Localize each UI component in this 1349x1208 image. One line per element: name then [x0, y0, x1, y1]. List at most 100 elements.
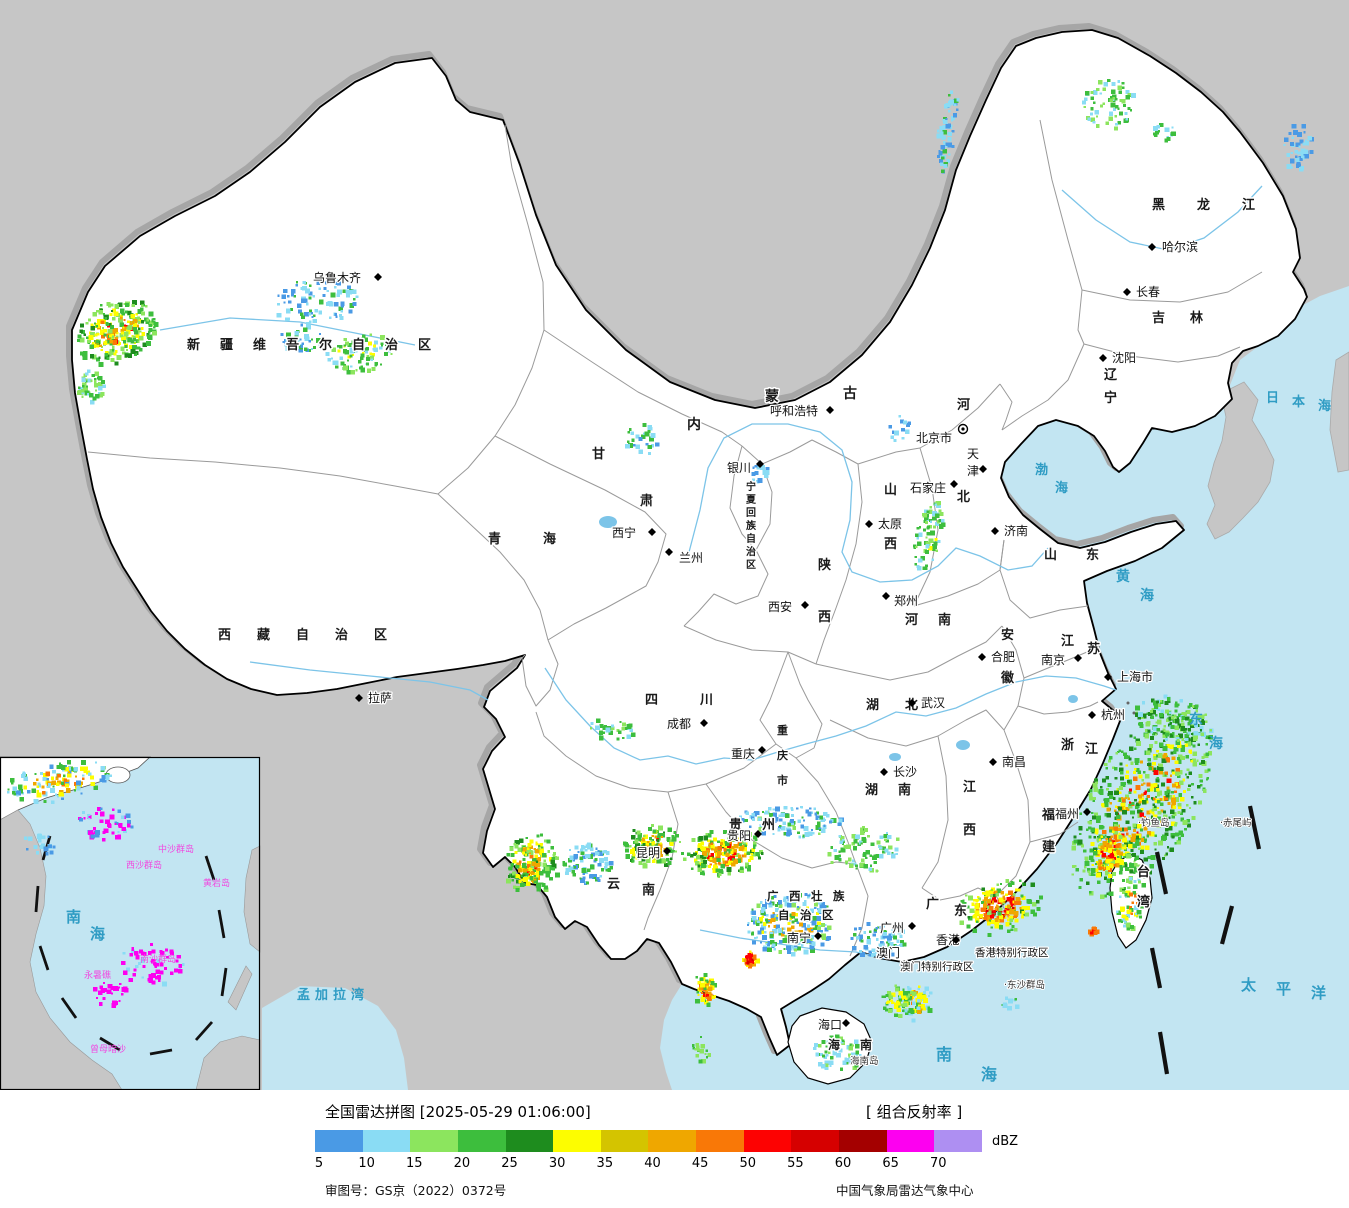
inset-label: 南 [66, 908, 81, 926]
province-label: 湖 [865, 783, 878, 798]
province-label: 族 [833, 889, 845, 903]
city-label: 石家庄 [910, 480, 946, 495]
city-label: 重庆 [731, 747, 755, 761]
city-marker-diamond [1074, 654, 1082, 662]
china-mainland [71, 29, 1308, 1056]
province-label: 治 [385, 337, 398, 353]
sea-bay-of-bengal [262, 986, 408, 1090]
island-label: 海南岛 [850, 1055, 879, 1067]
city-label: 武汉 [921, 696, 945, 710]
legend-swatch-70 [934, 1130, 982, 1152]
sea-label: 海 [1209, 735, 1223, 752]
echo-cluster-ningxia [751, 463, 770, 484]
province-label: 河 [957, 397, 970, 413]
province-label: 自 [746, 532, 756, 545]
province-label: 夏 [745, 494, 757, 506]
inset-nine-dash-lines [34, 835, 228, 1056]
japan-sliver [1329, 351, 1349, 473]
province-label: 海 [543, 531, 556, 547]
province-label: 壮 [811, 889, 823, 903]
province-label: 龙 [1197, 197, 1210, 213]
city-label: 哈尔滨 [1162, 239, 1198, 254]
legend-tick-20: 20 [453, 1156, 471, 1171]
echo-cluster-shanxi [913, 500, 946, 571]
inset-indochina [0, 809, 123, 1090]
echo-cluster-inset-mag-c [93, 981, 129, 1008]
province-label: 市 [777, 773, 788, 787]
city-marker-diamond [814, 932, 822, 940]
sea-label: 海 [1140, 587, 1154, 604]
city-marker-diamond [355, 694, 363, 702]
legend-product-label: [ 组合反射率 ] [866, 1103, 963, 1121]
province-label: 自 [352, 337, 365, 353]
province-label: 陕 [818, 557, 832, 573]
province-label: 疆 [220, 338, 233, 353]
map-labels-layer: 新疆维吾尔自治区西藏自治区青海甘肃内蒙古宁夏回族自治区陕西山西河北山东河南湖北湖… [186, 196, 1332, 1085]
legend-swatch-25 [505, 1130, 554, 1152]
province-label: 西 [218, 628, 231, 643]
map-approval-number: 审图号：GS京（2022）0372号 [325, 1183, 507, 1198]
sea-label: 湾 [351, 987, 364, 1003]
city-marker-diamond [756, 460, 764, 468]
echo-cluster-hunan [827, 825, 900, 873]
city-label: 南昌 [1002, 754, 1026, 769]
echo-cluster-guizhou-band [739, 805, 844, 839]
province-label: 江 [1242, 197, 1255, 213]
inset-label: 西沙群岛 [126, 859, 162, 871]
legend-tick-40: 40 [644, 1156, 661, 1171]
province-label: 江 [963, 779, 976, 795]
province-label: 吾 [286, 338, 299, 353]
province-label: 古 [843, 385, 857, 402]
lakes [599, 516, 1078, 761]
province-label: 广 [926, 896, 939, 912]
province-label: 徽 [1000, 670, 1015, 686]
city-label: 海口 [818, 1017, 842, 1032]
capital-marker [957, 423, 969, 435]
province-label: 南 [938, 612, 951, 628]
echo-cluster-leizhou-w [695, 973, 718, 1008]
city-label: 西安 [768, 599, 792, 614]
echo-cluster-kunming [623, 824, 682, 869]
echo-cluster-tw-se [1088, 926, 1100, 937]
province-label: 江 [1085, 741, 1098, 757]
province-label: 重 [777, 723, 788, 737]
echo-cluster-nanning-hot [741, 950, 760, 969]
legend-swatch-5 [315, 1130, 363, 1152]
city-marker-diamond [1104, 673, 1112, 681]
province-label: 江 [1061, 633, 1074, 649]
province-label: 区 [822, 908, 834, 922]
legend-swatch-45 [696, 1130, 744, 1152]
inset-label: 永暑礁 [84, 969, 111, 981]
echo-cluster-xj-mid-a [276, 279, 359, 330]
echo-cluster-inset-cyan [23, 833, 56, 856]
city-label: 北京市 [916, 430, 952, 445]
sea-label: 南 [936, 1045, 952, 1064]
city-marker-diamond [842, 1019, 850, 1027]
city-label: 拉萨 [368, 690, 392, 705]
china-landmass [66, 23, 1308, 1085]
poyang-lake [956, 740, 970, 750]
sea-label: 平 [1276, 980, 1291, 998]
legend-tick-60: 60 [834, 1156, 852, 1171]
legend-swatch-10 [362, 1130, 411, 1152]
radar-echo-layer [76, 78, 1314, 1071]
province-label: 南 [898, 782, 911, 798]
sea-label: 本 [1292, 394, 1305, 410]
echo-cluster-zj-coast [1134, 694, 1214, 745]
city-marker-diamond [754, 830, 762, 838]
province-borders [87, 119, 1263, 957]
small-island-dots [1008, 701, 1224, 986]
city-label: 西宁 [612, 525, 636, 540]
city-label: 广州 [880, 921, 904, 935]
city-marker-diamond [700, 719, 708, 727]
echo-cluster-inset-mag-b [121, 943, 185, 987]
province-label: 海 [828, 1037, 840, 1052]
inset-label: 南沙群岛 [140, 953, 176, 965]
inset-frame [0, 756, 261, 1090]
city-marker-diamond [1123, 288, 1131, 296]
echo-cluster-hainan-e [881, 984, 917, 1019]
city-marker-diamond [648, 528, 656, 536]
echo-cluster-dongsha [1001, 996, 1020, 1011]
hainan-island [787, 1007, 873, 1085]
korea-peninsula [1206, 381, 1275, 540]
